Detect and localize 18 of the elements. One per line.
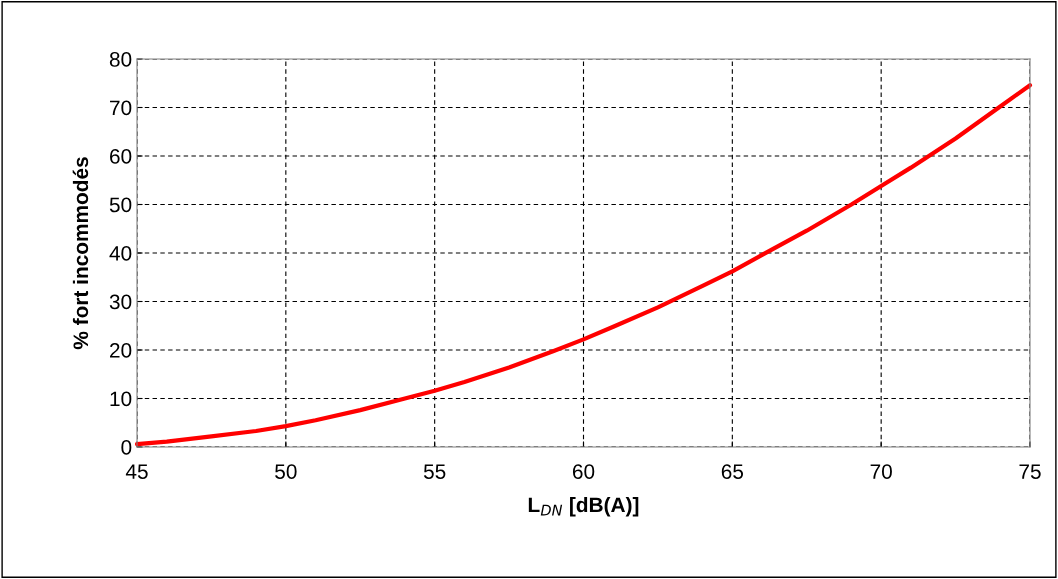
x-tick-label: 55: [423, 464, 446, 479]
y-tick-label: 30: [109, 294, 132, 310]
x-tick-label: 50: [275, 464, 297, 479]
x-axis-title: L$_{DN}$ [dB(A)]: [528, 496, 639, 517]
y-tick-label: 70: [110, 100, 132, 116]
y-tick-label: 40: [109, 246, 132, 261]
x-tick-label: 75: [1019, 464, 1041, 479]
x-tick-label: 65: [721, 464, 744, 479]
x-tick-label: 70: [870, 464, 892, 479]
y-tick-label: 20: [110, 343, 132, 358]
y-tick-label: 0: [121, 440, 132, 455]
y-axis-title: % fort incommodés: [72, 157, 89, 350]
y-tick-label: 60: [110, 149, 132, 164]
y-tick-label: 80: [109, 52, 132, 67]
x-tick-label: 45: [125, 464, 148, 479]
y-tick-label: 10: [110, 391, 132, 407]
y-tick-label: 50: [109, 197, 132, 213]
x-tick-label: 60: [572, 464, 595, 479]
